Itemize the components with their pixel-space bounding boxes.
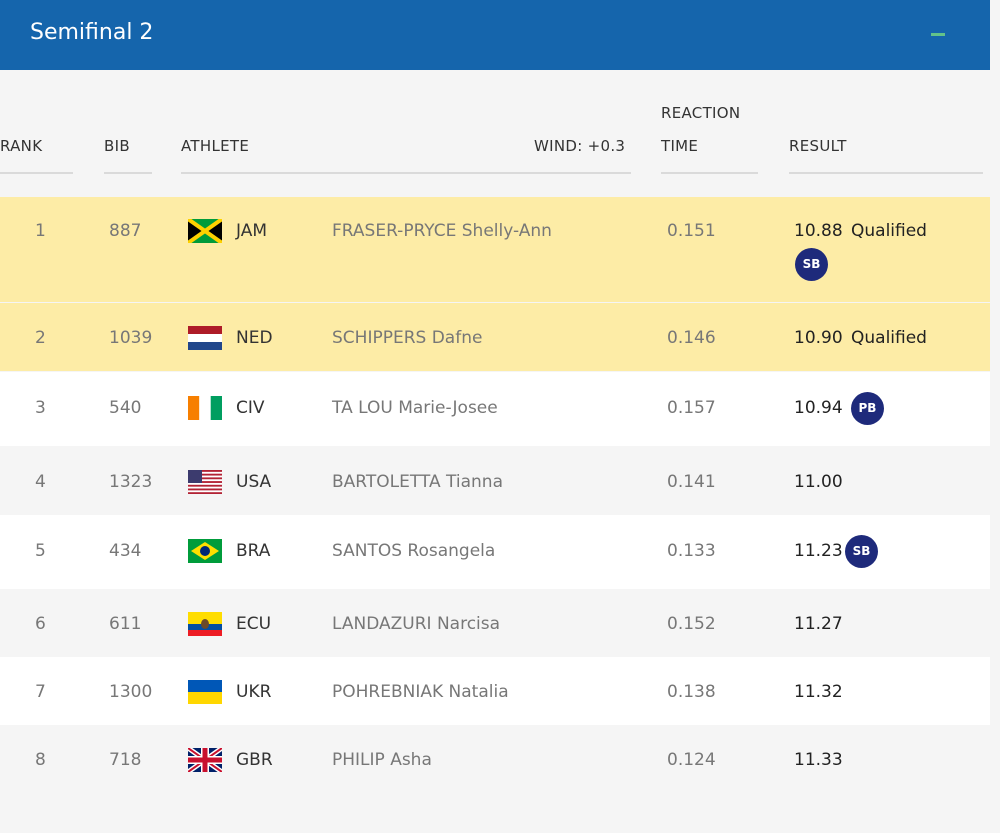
reaction-time-cell: 0.151 <box>667 221 716 241</box>
table-row[interactable]: 1 887 JAM FRASER-PRYCE Shelly-Ann 0.151 10.88… <box>0 197 990 302</box>
header-divider <box>0 172 73 174</box>
brazil-flag <box>188 539 222 563</box>
rank-cell: 5 <box>35 541 46 561</box>
bib-cell: 1039 <box>109 328 153 348</box>
table-row[interactable]: 6 611 ECU LANDAZURI Narcisa 0.152 11.27 <box>0 589 990 657</box>
qualified-label: Qualified <box>851 221 927 241</box>
country-code: GBR <box>236 750 273 770</box>
athlete-name[interactable]: LANDAZURI Narcisa <box>332 614 501 634</box>
bib-cell: 540 <box>109 398 142 418</box>
rank-cell: 6 <box>35 614 46 634</box>
table-row[interactable]: 3 540 CIV TA LOU Marie-Josee 0.157 10.94 PB <box>0 372 990 446</box>
result-cell: 11.32 <box>794 682 843 702</box>
rank-cell: 2 <box>35 328 46 348</box>
result-cell: 10.88 <box>794 221 843 241</box>
bib-cell: 718 <box>109 750 142 770</box>
rank-cell: 7 <box>35 682 46 702</box>
result-cell: 11.27 <box>794 614 843 634</box>
rank-cell: 3 <box>35 398 46 418</box>
usa-flag <box>188 470 222 494</box>
column-header-result: RESULT <box>789 137 847 155</box>
country-code: NED <box>236 328 273 348</box>
reaction-time-cell: 0.133 <box>667 541 716 561</box>
header-divider <box>789 172 983 174</box>
table-row[interactable]: 8 718 GBR PHILIP Asha 0.124 11.33 <box>0 725 990 793</box>
column-header-athlete: ATHLETE <box>181 137 250 155</box>
qualified-label: Qualified <box>851 328 927 348</box>
athlete-name[interactable]: PHILIP Asha <box>332 750 432 770</box>
record-badge: PB <box>851 392 884 425</box>
athlete-name[interactable]: POHREBNIAK Natalia <box>332 682 509 702</box>
header-divider <box>181 172 631 174</box>
rank-cell: 1 <box>35 221 46 241</box>
country-code: JAM <box>236 221 268 241</box>
rank-cell: 4 <box>35 472 46 492</box>
column-header-reaction: REACTION <box>661 104 741 122</box>
athlete-name[interactable]: SANTOS Rosangela <box>332 541 496 561</box>
bib-cell: 434 <box>109 541 142 561</box>
reaction-time-cell: 0.157 <box>667 398 716 418</box>
great-britain-flag <box>188 748 222 772</box>
athlete-name[interactable]: TA LOU Marie-Josee <box>332 398 498 418</box>
country-code: BRA <box>236 541 271 561</box>
bib-cell: 611 <box>109 614 142 634</box>
bib-cell: 887 <box>109 221 142 241</box>
country-code: USA <box>236 472 272 492</box>
record-badge: SB <box>795 248 828 281</box>
reaction-time-cell: 0.138 <box>667 682 716 702</box>
result-cell: 11.23 <box>794 541 843 561</box>
athlete-name[interactable]: BARTOLETTA Tianna <box>332 472 503 492</box>
header-divider <box>661 172 758 174</box>
reaction-time-cell: 0.124 <box>667 750 716 770</box>
header-divider <box>104 172 152 174</box>
panel-title: Semifinal 2 <box>30 20 154 45</box>
result-cell: 10.90 <box>794 328 843 348</box>
table-row[interactable]: 5 434 BRA SANTOS Rosangela 0.133 11.23 SB <box>0 515 990 589</box>
netherlands-flag <box>188 326 222 350</box>
ukraine-flag <box>188 680 222 704</box>
panel-header[interactable]: Semifinal 2 <box>0 0 990 70</box>
table-row[interactable]: 2 1039 NED SCHIPPERS Dafne 0.146 10.90 Qualifi… <box>0 303 990 371</box>
athlete-name[interactable]: FRASER-PRYCE Shelly-Ann <box>332 221 552 241</box>
athlete-name[interactable]: SCHIPPERS Dafne <box>332 328 483 348</box>
table-row[interactable]: 4 1323 USA BARTOLETTA Tianna 0.141 11.00 <box>0 447 990 515</box>
ecuador-flag <box>188 612 222 636</box>
jamaica-flag <box>188 219 222 243</box>
column-header-reaction-time: TIME <box>661 137 699 155</box>
record-badge: SB <box>845 535 878 568</box>
wind-reading: WIND: +0.3 <box>534 137 626 155</box>
result-cell: 11.00 <box>794 472 843 492</box>
table-row[interactable]: 7 1300 UKR POHREBNIAK Natalia 0.138 11.32 <box>0 657 990 725</box>
country-code: ECU <box>236 614 272 634</box>
reaction-time-cell: 0.152 <box>667 614 716 634</box>
bib-cell: 1300 <box>109 682 153 702</box>
country-code: CIV <box>236 398 265 418</box>
result-cell: 11.33 <box>794 750 843 770</box>
reaction-time-cell: 0.141 <box>667 472 716 492</box>
bib-cell: 1323 <box>109 472 153 492</box>
minus-icon[interactable] <box>928 24 950 46</box>
ivory-coast-flag <box>188 396 222 420</box>
column-header-bib: BIB <box>104 137 130 155</box>
country-code: UKR <box>236 682 272 702</box>
result-cell: 10.94 <box>794 398 843 418</box>
rank-cell: 8 <box>35 750 46 770</box>
reaction-time-cell: 0.146 <box>667 328 716 348</box>
column-header-rank: RANK <box>0 137 43 155</box>
